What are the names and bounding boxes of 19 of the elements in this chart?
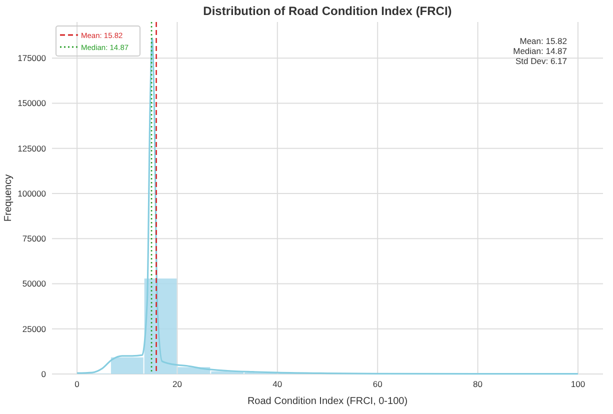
- x-tick-label: 60: [372, 379, 383, 389]
- chart-title: Distribution of Road Condition Index (FRCI): [203, 4, 452, 18]
- y-tick-label: 100000: [18, 188, 46, 198]
- y-axis-title: Frequency: [3, 174, 14, 222]
- y-tick-label: 150000: [18, 98, 46, 108]
- x-tick-label: 20: [172, 379, 182, 389]
- x-tick-label: 80: [473, 379, 483, 389]
- x-tick-label: 100: [570, 379, 586, 389]
- x-axis-title: Road Condition Index (FRCI, 0-100): [247, 396, 408, 407]
- y-tick-label: 75000: [22, 234, 46, 244]
- y-tick-label: 125000: [18, 143, 46, 154]
- y-tick-label: 175000: [18, 53, 46, 64]
- line-series: [76, 37, 579, 375]
- x-tick-label: 0: [74, 379, 80, 389]
- y-tick-label: 50000: [22, 278, 46, 289]
- annotation: Mean: 15.82 Median: 14.87 Std Dev: 6.17: [513, 36, 568, 66]
- y-tick-label: 0: [41, 369, 46, 379]
- x-tick-label: 40: [272, 379, 282, 389]
- y-tick-label: 25000: [22, 324, 46, 334]
